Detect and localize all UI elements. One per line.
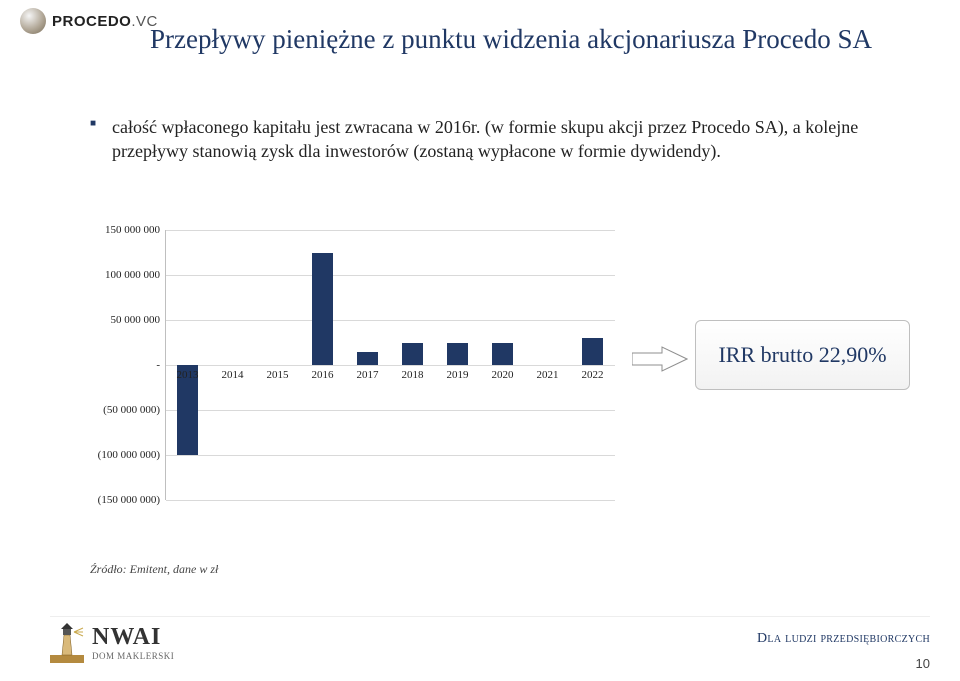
header-logo: PROCEDO.VC bbox=[20, 8, 158, 34]
chart-gridline bbox=[166, 275, 615, 276]
chart-x-label: 2020 bbox=[483, 369, 523, 381]
chart-gridline bbox=[166, 230, 615, 231]
cashflow-chart: (150 000 000)(100 000 000)(50 000 000) -… bbox=[90, 230, 620, 550]
chart-x-label: 2022 bbox=[573, 369, 613, 381]
chart-x-label: 2018 bbox=[393, 369, 433, 381]
footer-tagline: Dla ludzi przedsiębiorczych bbox=[757, 631, 930, 647]
chart-y-label: 100 000 000 bbox=[80, 269, 160, 281]
globe-icon bbox=[20, 8, 46, 34]
chart-x-label: 2015 bbox=[258, 369, 298, 381]
chart-bar bbox=[312, 253, 332, 366]
header-logo-text: PROCEDO.VC bbox=[52, 13, 158, 30]
arrow-right-icon bbox=[632, 345, 688, 373]
irr-label: IRR brutto 22,90% bbox=[718, 342, 886, 368]
chart-bar bbox=[402, 343, 422, 366]
chart-y-label: (150 000 000) bbox=[80, 494, 160, 506]
chart-plot-area bbox=[165, 230, 615, 500]
footer-brand-text: NWAI DOM MAKLERSKI bbox=[92, 624, 174, 661]
chart-y-label: (100 000 000) bbox=[80, 449, 160, 461]
chart-x-label: 2017 bbox=[348, 369, 388, 381]
footer-brand-small: DOM MAKLERSKI bbox=[92, 651, 174, 661]
chart-bar bbox=[582, 338, 602, 365]
slide-page: PROCEDO.VC Przepływy pieniężne z punktu … bbox=[0, 0, 960, 681]
chart-y-label: (50 000 000) bbox=[80, 404, 160, 416]
bullet-item: całość wpłaconego kapitału jest zwracana… bbox=[90, 115, 900, 164]
chart-y-label: 150 000 000 bbox=[80, 224, 160, 236]
chart-gridline bbox=[166, 500, 615, 501]
footer-brand-big: NWAI bbox=[92, 624, 174, 651]
chart-bar bbox=[447, 343, 467, 366]
lighthouse-icon bbox=[50, 621, 84, 663]
footer-divider bbox=[50, 616, 930, 617]
chart-x-label: 2019 bbox=[438, 369, 478, 381]
chart-gridline bbox=[166, 410, 615, 411]
chart-y-label: 50 000 000 bbox=[80, 314, 160, 326]
chart-x-label: 2013 bbox=[168, 369, 208, 381]
chart-x-label: 2014 bbox=[213, 369, 253, 381]
logo-bold: PROCEDO bbox=[52, 13, 131, 30]
page-title: Przepływy pieniężne z punktu widzenia ak… bbox=[150, 24, 920, 55]
chart-x-label: 2021 bbox=[528, 369, 568, 381]
chart-gridline bbox=[166, 365, 615, 366]
page-number: 10 bbox=[916, 656, 930, 671]
chart-bar bbox=[492, 343, 512, 366]
footer-logo: NWAI DOM MAKLERSKI bbox=[50, 621, 174, 663]
chart-source-note: Źródło: Emitent, dane w zł bbox=[90, 562, 218, 577]
chart-x-label: 2016 bbox=[303, 369, 343, 381]
irr-callout: IRR brutto 22,90% bbox=[695, 320, 910, 390]
chart-bar bbox=[357, 352, 377, 366]
chart-gridline bbox=[166, 455, 615, 456]
chart-gridline bbox=[166, 320, 615, 321]
chart-y-label: - bbox=[80, 359, 160, 371]
bullet-text: całość wpłaconego kapitału jest zwracana… bbox=[90, 115, 900, 164]
